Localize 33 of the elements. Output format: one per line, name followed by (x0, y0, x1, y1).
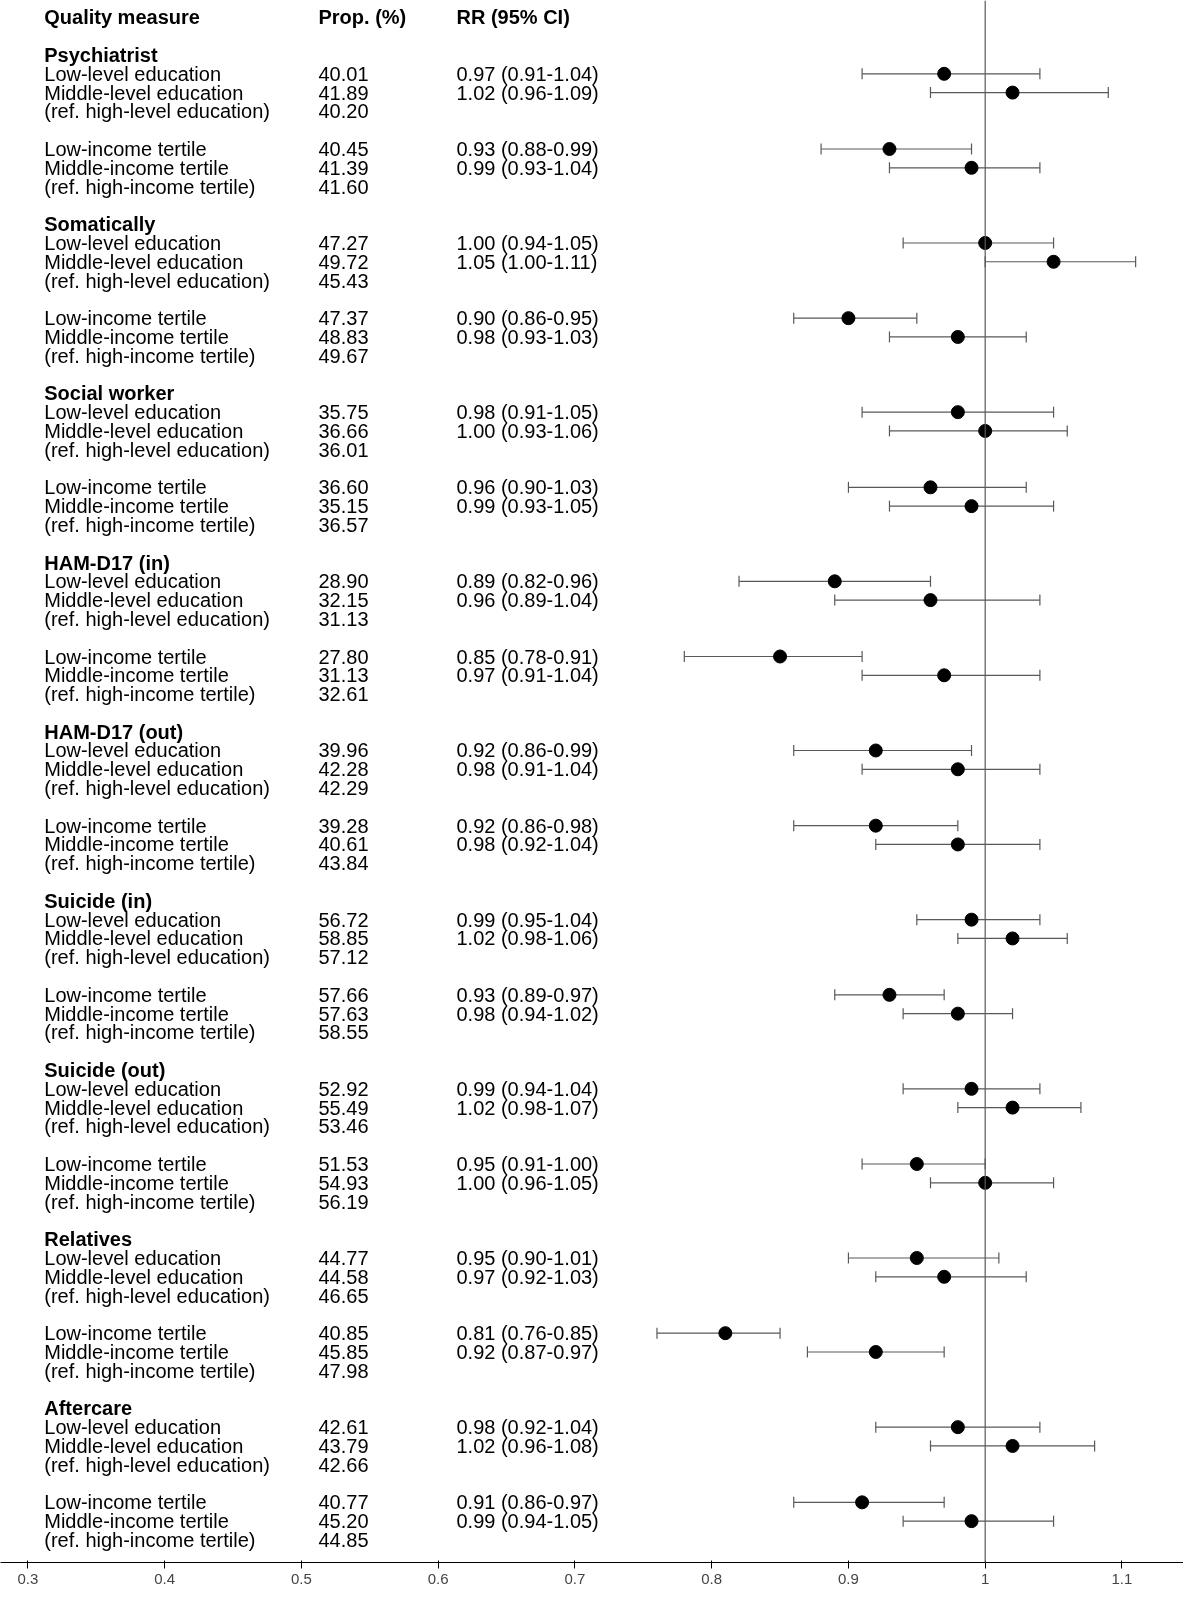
x-tick-label: 0.5 (290, 1569, 312, 1587)
text: 0.93 (0.89-0.97) (456, 983, 599, 1006)
x-tick-label: 1.1 (1111, 1569, 1133, 1587)
text: 0.95 (0.90-1.01) (456, 1246, 599, 1269)
x-tick-label: 0.7 (564, 1569, 586, 1587)
y-axis-title: Quality measure (44, 6, 200, 29)
text: RR (95% CI) (456, 6, 570, 29)
text: 0.91 (0.86-0.97) (456, 1491, 599, 1514)
text: 0.93 (0.88-0.99) (456, 137, 599, 160)
y-tick-label: Psychiatrist (44, 44, 158, 67)
text: 0.99 (0.95-1.04) (456, 908, 599, 931)
text: 0.89 (0.82-0.96) (456, 570, 599, 593)
text: 1.00 (0.94-1.05) (456, 231, 599, 254)
text: 0.81 (0.76-0.85) (456, 1322, 599, 1345)
text: 0.98 (0.91-1.05) (456, 401, 599, 424)
x-tick-label: 1 (981, 1569, 990, 1587)
y-tick-label: HAM-D17 (out) (44, 720, 184, 743)
text: 0.85 (0.78-0.91) (456, 645, 599, 668)
text: 0.92 (0.86-0.98) (456, 814, 599, 837)
text: 0.98 (0.92-1.04) (456, 1416, 599, 1439)
y-tick-label: Somatically (44, 213, 157, 236)
text: 0.96 (0.90-1.03) (456, 476, 599, 499)
text: 0.95 (0.91-1.00) (456, 1153, 599, 1176)
text: 0.92 (0.86-0.99) (456, 739, 599, 762)
text: Prop. (%) (318, 6, 407, 29)
x-tick-label: 0.3 (17, 1569, 39, 1587)
x-tick-label: 0.4 (154, 1569, 176, 1587)
text: 0.90 (0.86-0.95) (456, 307, 599, 330)
x-tick-label: 0.6 (427, 1569, 449, 1587)
text: 0.99 (0.94-1.04) (456, 1077, 599, 1100)
text: 0.97 (0.91-1.04) (456, 62, 599, 85)
x-tick-label: 0.9 (838, 1569, 859, 1587)
x-tick-label: 0.8 (701, 1569, 723, 1587)
